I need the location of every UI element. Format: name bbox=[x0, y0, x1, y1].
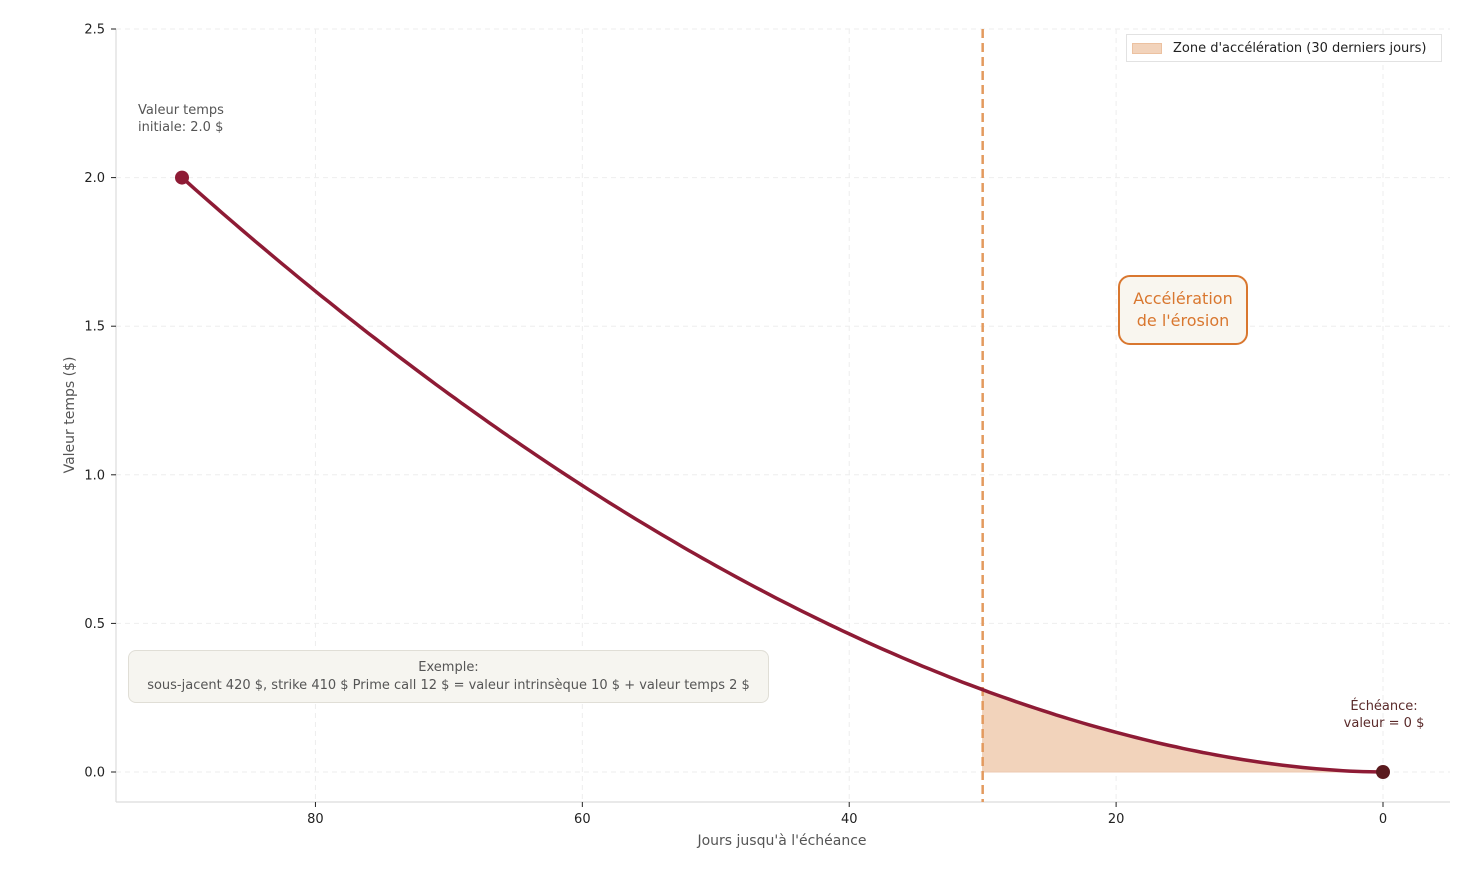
example-callout: Exemple: sous-jacent 420 $, strike 410 $… bbox=[128, 650, 769, 703]
legend-swatch-acceleration-zone bbox=[1132, 42, 1162, 54]
x-tick-label: 60 bbox=[574, 812, 591, 827]
y-axis-title: Valeur temps ($) bbox=[62, 357, 78, 474]
initial-value-line2: initiale: 2.0 $ bbox=[138, 120, 224, 135]
end-marker bbox=[1376, 765, 1390, 779]
y-tick-label: 0.0 bbox=[84, 766, 105, 781]
x-axis-ticks: 80 60 40 20 0 bbox=[307, 802, 1387, 827]
expiry-line2: valeur = 0 $ bbox=[1343, 716, 1425, 731]
start-marker bbox=[175, 170, 189, 185]
expiry-line1: Échéance: bbox=[1350, 699, 1418, 714]
expiry-annotation: Échéance: valeur = 0 $ bbox=[1330, 698, 1438, 732]
x-tick-label: 80 bbox=[307, 812, 324, 827]
acceleration-callout: Accélération de l'érosion bbox=[1118, 275, 1248, 345]
y-tick-label: 1.5 bbox=[84, 320, 105, 335]
example-text: sous-jacent 420 $, strike 410 $ Prime ca… bbox=[147, 677, 750, 693]
acceleration-callout-line2: de l'érosion bbox=[1136, 311, 1230, 330]
initial-value-annotation: Valeur temps initiale: 2.0 $ bbox=[138, 102, 224, 136]
y-tick-label: 2.5 bbox=[84, 23, 105, 38]
y-axis-ticks: 0.0 0.5 1.0 1.5 2.0 2.5 bbox=[84, 23, 116, 781]
x-tick-label: 20 bbox=[1108, 812, 1125, 827]
x-tick-label: 0 bbox=[1379, 812, 1387, 827]
acceleration-zone-fill bbox=[982, 688, 1384, 773]
initial-value-line1: Valeur temps bbox=[138, 103, 224, 118]
x-tick-label: 40 bbox=[841, 812, 858, 827]
example-title: Exemple: bbox=[418, 659, 479, 675]
y-tick-label: 2.0 bbox=[84, 171, 105, 186]
time-value-curve bbox=[180, 175, 1385, 774]
legend-label: Zone d'accélération (30 derniers jours) bbox=[1173, 40, 1427, 56]
x-axis-title: Jours jusqu'à l'échéance bbox=[696, 833, 866, 849]
legend: Zone d'accélération (30 derniers jours) bbox=[1126, 34, 1442, 62]
y-tick-label: 1.0 bbox=[84, 468, 105, 483]
acceleration-callout-line1: Accélération bbox=[1133, 289, 1233, 308]
y-tick-label: 0.5 bbox=[84, 617, 105, 632]
